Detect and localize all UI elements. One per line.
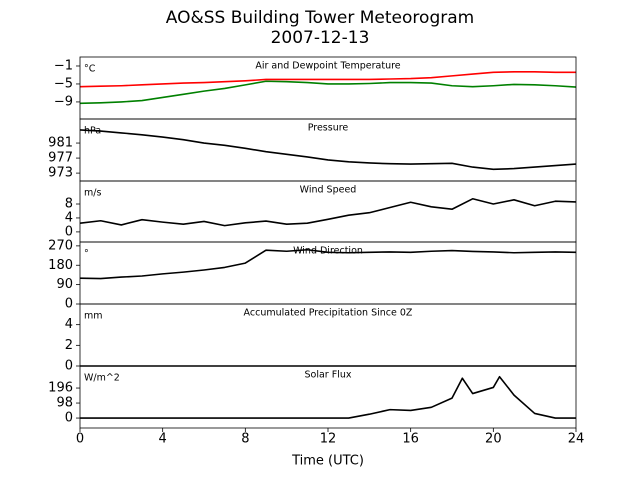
panel-title: Solar Flux [305, 370, 352, 381]
x-tick-label: 24 [568, 432, 585, 447]
y-tick-label: 0 [65, 411, 73, 426]
y-tick-label: 8 [65, 197, 73, 212]
y-tick-label: 0 [65, 224, 73, 239]
chart-subtitle: 2007-12-13 [271, 28, 370, 48]
y-tick-label: 4 [65, 317, 73, 332]
y-tick-label: 0 [65, 297, 73, 312]
y-tick-label: −5 [54, 76, 73, 91]
x-axis-label: Time (UTC) [291, 454, 364, 469]
x-tick-label: 20 [485, 432, 502, 447]
panel-frame [79, 365, 577, 429]
y-tick-label: 4 [65, 210, 73, 225]
x-tick-label: 4 [159, 432, 167, 447]
panel-title: Wind Speed [300, 185, 357, 196]
x-tick-label: 12 [320, 432, 337, 447]
data-line [79, 71, 576, 88]
y-tick-label: 977 [48, 151, 73, 166]
unit-label: m/s [84, 188, 101, 199]
panel-title: Accumulated Precipitation Since 0Z [244, 308, 413, 319]
y-tick-label: −1 [54, 58, 73, 73]
chart-title: AO&SS Building Tower Meteorogram [166, 8, 474, 28]
y-tick-label: 180 [48, 258, 73, 273]
unit-label: mm [84, 311, 103, 322]
x-tick-label: 0 [76, 432, 84, 447]
y-tick-label: 0 [65, 359, 73, 374]
panel-title: Pressure [308, 123, 349, 134]
y-tick-label: −9 [54, 94, 73, 109]
y-tick-label: 270 [48, 238, 73, 253]
unit-label: °C [84, 64, 96, 75]
y-tick-label: 973 [48, 166, 73, 181]
panel-title: Wind Direction [293, 246, 363, 257]
y-tick-label: 2 [65, 338, 73, 353]
data-line [80, 375, 576, 419]
y-tick-label: 196 [48, 381, 73, 396]
y-tick-label: 98 [56, 396, 73, 411]
data-line [79, 197, 577, 227]
x-tick-label: 8 [241, 432, 249, 447]
unit-label: W/m^2 [84, 373, 120, 384]
data-line [79, 80, 577, 105]
y-tick-label: 90 [56, 277, 73, 292]
panel-title: Air and Dewpoint Temperature [255, 61, 400, 72]
data-line [79, 248, 577, 280]
y-tick-label: 981 [48, 136, 73, 151]
unit-label: ° [84, 249, 89, 260]
data-line [79, 129, 577, 171]
x-tick-label: 16 [402, 432, 419, 447]
